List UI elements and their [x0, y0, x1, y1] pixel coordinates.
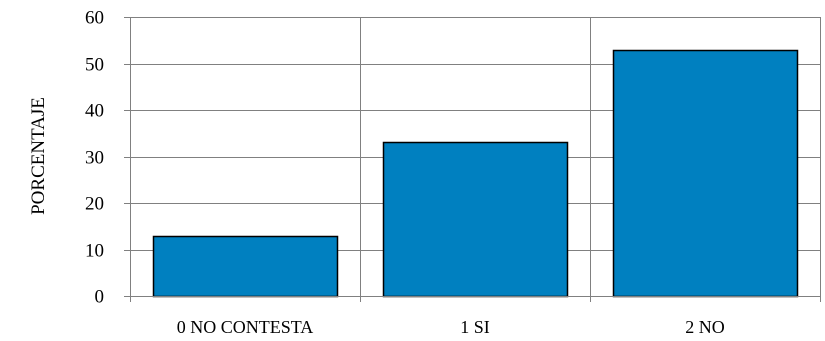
bar-1-si: [382, 141, 569, 298]
x-tick-label: 1 SI: [460, 317, 490, 337]
y-tick-label: 60: [85, 8, 104, 29]
bar-0-no-contesta: [152, 235, 339, 298]
axes: [124, 17, 821, 302]
x-tick-labels: 0 NO CONTESTA 1 SI 2 NO: [177, 317, 725, 337]
y-tick-label: 10: [85, 241, 104, 262]
y-axis-title: PORCENTAJE: [28, 97, 49, 215]
y-tick-label: 0: [95, 287, 105, 308]
x-tick-label: 0 NO CONTESTA: [177, 317, 314, 337]
x-tick-label: 2 NO: [685, 317, 725, 337]
bar-2-no: [612, 49, 799, 298]
y-tick-label: 50: [85, 55, 104, 76]
y-tick-label: 40: [85, 101, 104, 122]
y-tick-labels: 0 10 20 30 40 50 60: [85, 8, 104, 308]
y-tick-label: 30: [85, 148, 104, 169]
bars: [152, 49, 799, 298]
y-tick-label: 20: [85, 194, 104, 215]
